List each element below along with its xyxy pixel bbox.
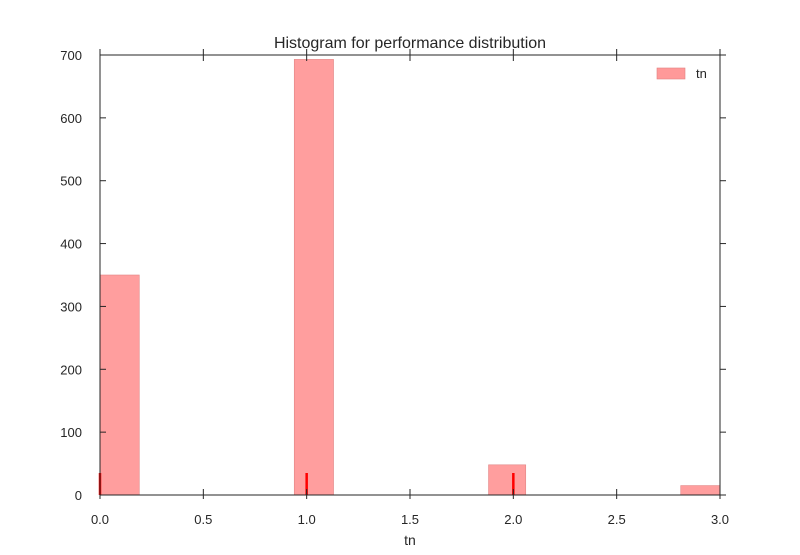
histogram-bar [488,464,527,496]
histogram-bar [293,59,334,496]
histogram-bar [680,485,721,496]
y-tick-label: 200 [60,362,82,377]
legend: tn [656,66,707,81]
x-tick-label: 2.0 [504,512,522,527]
y-tick-label: 0 [75,488,82,503]
x-axis-title: tn [404,532,416,548]
y-tick-label: 100 [60,425,82,440]
y-tick-label: 700 [60,48,82,63]
bars-layer [99,59,721,496]
ticks-layer [99,49,726,499]
x-tick-label: 3.0 [711,512,729,527]
x-tick-label: 0.5 [194,512,212,527]
x-tick-label: 0.0 [91,512,109,527]
y-tick-label: 300 [60,299,82,314]
plot-frame [99,54,721,496]
legend-swatch-tn [656,67,686,80]
chart-title: Histogram for performance distribution [274,35,546,52]
y-tick-label: 600 [60,111,82,126]
tick-labels-layer: 0.0 0.5 1.0 1.5 2.0 2.5 3.0 0 100 200 300 400 500 600… [60,48,729,527]
x-tick-label: 1.0 [298,512,316,527]
y-tick-label: 400 [60,237,82,252]
histogram-bar [99,274,140,496]
x-tick-label: 1.5 [401,512,419,527]
y-tick-label: 500 [60,174,82,189]
x-tick-label: 2.5 [608,512,626,527]
legend-label-tn: tn [696,66,707,81]
